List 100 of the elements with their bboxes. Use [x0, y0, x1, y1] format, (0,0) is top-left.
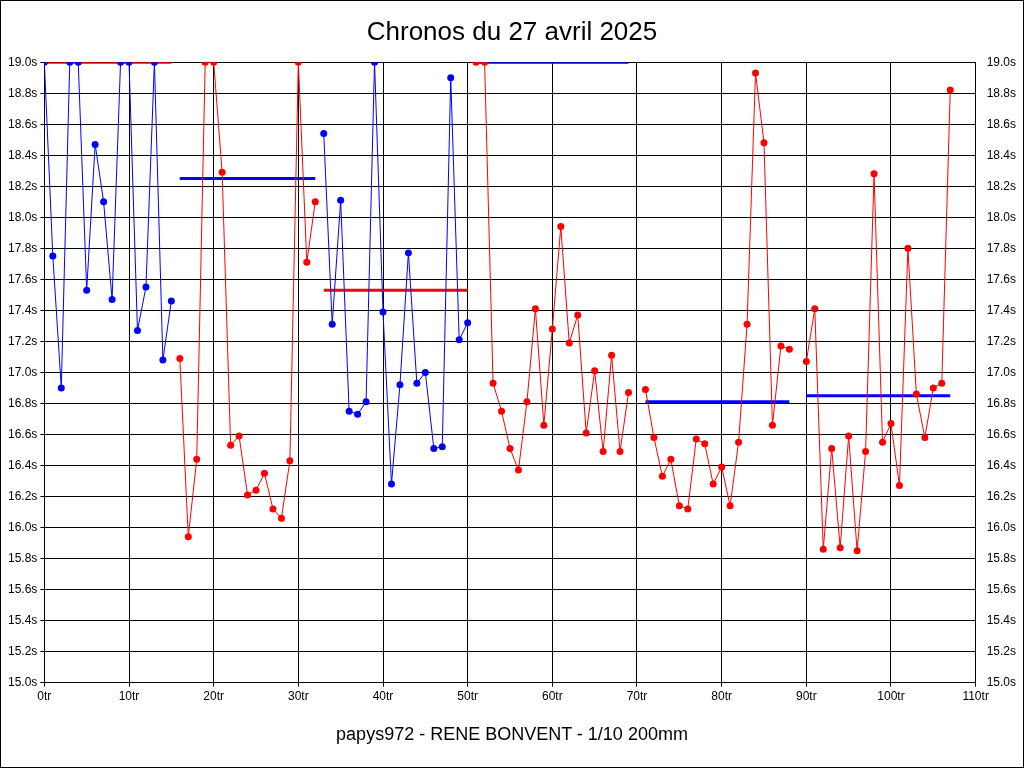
y2-tick-label: 16.4s: [986, 457, 1016, 472]
point: [438, 443, 446, 451]
x-tick-label: 20tr: [203, 689, 225, 704]
y2-tick-label: 18.8s: [986, 85, 1016, 100]
point: [311, 198, 319, 206]
y-tick-label: 17.6s: [8, 271, 38, 286]
point: [811, 305, 819, 313]
point: [667, 455, 675, 463]
y2-tick-label: 16.8s: [986, 395, 1016, 410]
y-tick-label: 16.8s: [8, 395, 38, 410]
point: [159, 356, 167, 364]
point: [777, 342, 785, 350]
y-tick-label: 17.2s: [8, 333, 38, 348]
x-tick-label: 90tr: [795, 689, 817, 704]
y-tick-label: 16.6s: [8, 426, 38, 441]
point: [574, 311, 582, 319]
point: [100, 198, 108, 206]
point: [768, 421, 776, 429]
point: [193, 455, 201, 463]
point: [244, 491, 252, 499]
point: [608, 351, 616, 359]
point: [489, 379, 497, 387]
point: [904, 244, 912, 252]
point: [379, 308, 387, 316]
y-tick-label: 17.4s: [8, 302, 38, 317]
y-tick-label: 15.4s: [8, 612, 38, 627]
point: [675, 502, 683, 510]
point: [514, 466, 522, 474]
point: [176, 354, 184, 362]
point: [464, 319, 472, 327]
point: [718, 463, 726, 471]
point: [421, 368, 429, 376]
point: [328, 320, 336, 328]
point: [565, 339, 573, 347]
point: [616, 448, 624, 455]
point: [591, 367, 599, 375]
y2-tick-label: 18.6s: [986, 116, 1016, 131]
y2-tick-label: 18.4s: [986, 147, 1016, 162]
point: [396, 381, 404, 389]
y2-tick-label: 16.6s: [986, 426, 1016, 441]
point: [658, 472, 666, 480]
y-tick-label: 16.4s: [8, 457, 38, 472]
point: [167, 297, 175, 305]
point: [946, 86, 954, 94]
point: [260, 469, 268, 477]
point: [548, 325, 556, 333]
y-tick-label: 15.2s: [8, 643, 38, 658]
point: [531, 305, 539, 313]
point: [887, 420, 895, 428]
point: [430, 444, 438, 452]
y2-tick-label: 17.0s: [986, 364, 1016, 379]
y-tick-label: 17.8s: [8, 240, 38, 255]
point: [345, 407, 353, 415]
point: [277, 514, 285, 522]
x-tick-label: 100tr: [877, 689, 905, 704]
point: [938, 379, 946, 387]
y-tick-label: 16.2s: [8, 488, 38, 503]
x-tick-label: 40tr: [372, 689, 394, 704]
y-tick-label: 19.0s: [8, 54, 38, 69]
point: [726, 502, 734, 510]
y2-tick-label: 17.2s: [986, 333, 1016, 348]
point: [862, 448, 870, 455]
y-tick-label: 18.4s: [8, 147, 38, 162]
y-tick-label: 18.8s: [8, 85, 38, 100]
point: [83, 286, 91, 294]
point: [802, 358, 810, 366]
x-tick-label: 50tr: [457, 689, 479, 704]
point: [142, 283, 150, 291]
x-tick-label: 70tr: [626, 689, 648, 704]
y2-tick-label: 19.0s: [986, 54, 1016, 69]
y-tick-label: 18.6s: [8, 116, 38, 131]
point: [447, 74, 455, 82]
point: [895, 482, 903, 490]
point: [870, 170, 878, 178]
point: [752, 69, 760, 77]
point: [235, 432, 243, 440]
point: [337, 196, 345, 204]
x-tick-label: 30tr: [288, 689, 309, 704]
x-tick-label: 110tr: [962, 689, 989, 704]
point: [227, 441, 235, 449]
point: [455, 336, 463, 344]
y2-tick-label: 18.0s: [986, 209, 1016, 224]
point: [557, 223, 565, 231]
point: [650, 434, 658, 442]
point: [921, 434, 929, 442]
y-tick-label: 15.8s: [8, 550, 38, 565]
point: [404, 249, 412, 257]
y2-tick-label: 17.8s: [986, 240, 1016, 255]
point: [785, 345, 793, 353]
y2-tick-label: 15.0s: [986, 674, 1016, 689]
y-tick-label: 15.0s: [8, 674, 38, 689]
point: [387, 480, 395, 488]
y-tick-label: 15.6s: [8, 581, 38, 596]
point: [320, 130, 328, 138]
point: [303, 258, 311, 266]
point: [692, 435, 700, 443]
point: [354, 410, 362, 418]
y-tick-label: 18.0s: [8, 209, 38, 224]
point: [709, 480, 717, 488]
point: [912, 390, 920, 398]
